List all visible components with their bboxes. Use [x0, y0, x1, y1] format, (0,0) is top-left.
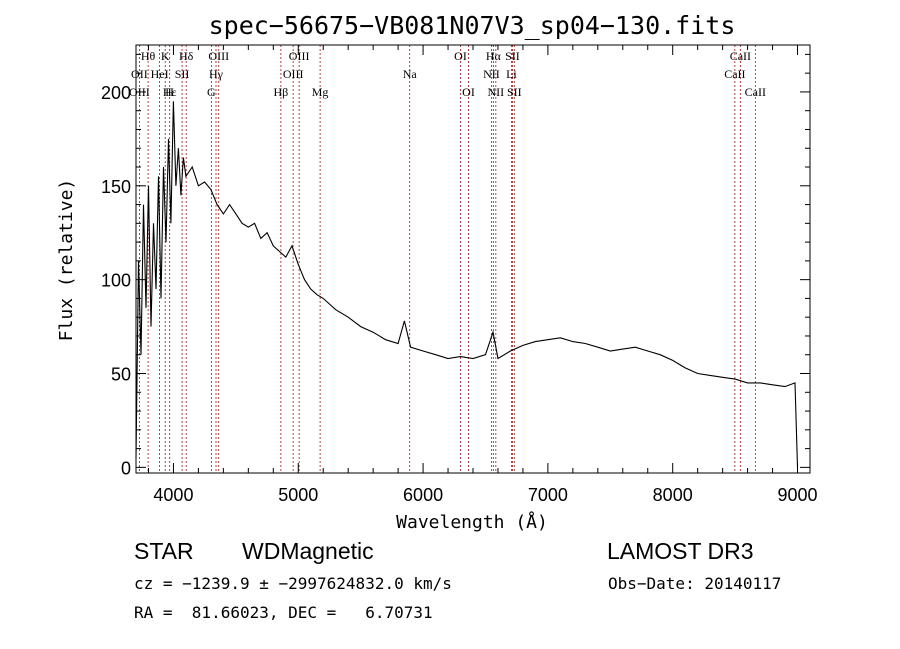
spectral-line-label: Na: [403, 67, 418, 81]
axis-ticks: 4000 5000 6000 7000 8000 9000 0 50 100 150 200: [101, 45, 818, 505]
chart-title: spec−56675−VB081N07V3_sp04−130.fits: [209, 11, 736, 40]
spectral-line-label: Mg: [312, 85, 329, 99]
x-tick-label: 8000: [653, 485, 693, 505]
y-tick-label: 150: [101, 177, 131, 197]
spectral-line-label: NII: [488, 85, 505, 99]
y-axis-label: Flux (relative): [56, 179, 77, 342]
spectral-line-label: CaII: [730, 49, 751, 63]
spectral-line-label: SII: [505, 49, 520, 63]
object-subclass: WDMagnetic: [242, 538, 374, 564]
y-tick-label: 100: [101, 271, 131, 291]
flux-series-line: [135, 101, 799, 468]
x-tick-label: 4000: [153, 485, 193, 505]
x-tick-label: 5000: [278, 485, 318, 505]
spectral-line-label: H: [165, 85, 174, 99]
x-tick-label: 9000: [777, 485, 817, 505]
spectral-line-label: HeI: [151, 67, 169, 81]
object-class: STAR: [134, 538, 194, 564]
y-tick-label: 200: [101, 83, 131, 103]
spectral-line-label: Hε: [163, 85, 177, 99]
x-axis-label: Wavelength (Å): [396, 511, 548, 533]
redshift-cz: cz = −1239.9 ± −2997624832.0 km/s: [134, 574, 452, 593]
y-tick-label: 0: [121, 458, 131, 478]
spectral-line-label: Hβ: [274, 85, 289, 99]
spectral-line-label: K: [161, 49, 170, 63]
survey-name: LAMOST DR3: [607, 538, 754, 564]
spectral-line-label: Hα: [486, 49, 502, 63]
spectral-line-label: OI: [462, 85, 475, 99]
y-tick-label: 50: [111, 365, 131, 385]
x-tick-label: 7000: [528, 485, 568, 505]
spectral-line-label: OIII: [283, 67, 304, 81]
spectral-lines-layer: [138, 45, 756, 473]
spectral-line-label: OI: [454, 49, 467, 63]
spectral-line-label: NII: [483, 67, 500, 81]
spectral-line-label: Hθ: [141, 49, 156, 63]
spectral-line-label: CaII: [745, 85, 766, 99]
spectral-line-label: SII: [175, 67, 190, 81]
x-tick-label: 6000: [403, 485, 443, 505]
spectral-line-label: OII: [131, 67, 148, 81]
spectral-line-label: Hδ: [179, 49, 194, 63]
plot-frame: [135, 44, 811, 474]
observation-date: Obs−Date: 20140117: [608, 574, 782, 593]
spectral-line-label: OIII: [289, 49, 310, 63]
ra-dec-coordinates: RA = 81.66023, DEC = 6.70731: [134, 603, 433, 622]
spectral-line-label: Hγ: [209, 67, 224, 81]
spectral-line-label: Li: [506, 67, 517, 81]
spectral-line-label: OIII: [208, 49, 229, 63]
spectral-line-label: SII: [507, 85, 522, 99]
spectral-line-label: G: [207, 85, 216, 99]
spectral-line-label: CaII: [724, 67, 745, 81]
